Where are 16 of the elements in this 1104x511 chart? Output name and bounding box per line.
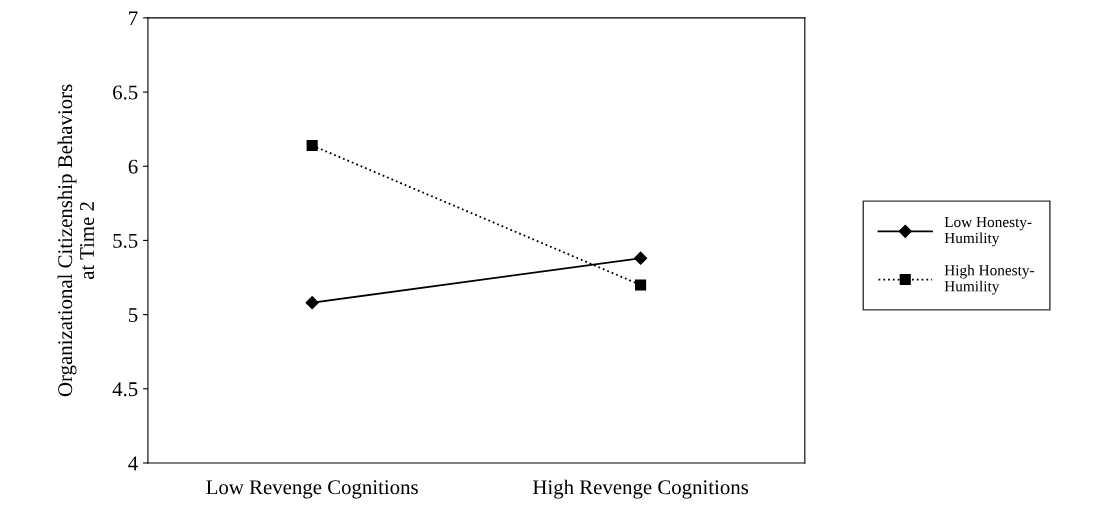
y-tick-label: 5 [129,308,138,323]
y-tick-label: 7 [129,11,138,26]
y-tick-label: 4 [128,456,138,471]
x-tick-label: Low Revenge Cognitions [206,480,418,499]
y-axis-title: Organizational Citizenship Behaviors at Time 2 [57,84,95,397]
y-tick-label: 6 [128,159,138,174]
legend-label: High Honesty-Humility [944,264,1035,295]
point [634,251,648,265]
point [306,139,318,152]
y-tick-label: 6.5 [113,85,138,100]
point [305,296,319,310]
x-tick-label: High Revenge Cognitions [532,479,749,499]
legend-label: Low Honesty-Humility [944,216,1032,247]
y-tick-label: 5.5 [113,234,138,248]
y-tick-label: 4.5 [112,382,138,397]
point [635,279,647,291]
